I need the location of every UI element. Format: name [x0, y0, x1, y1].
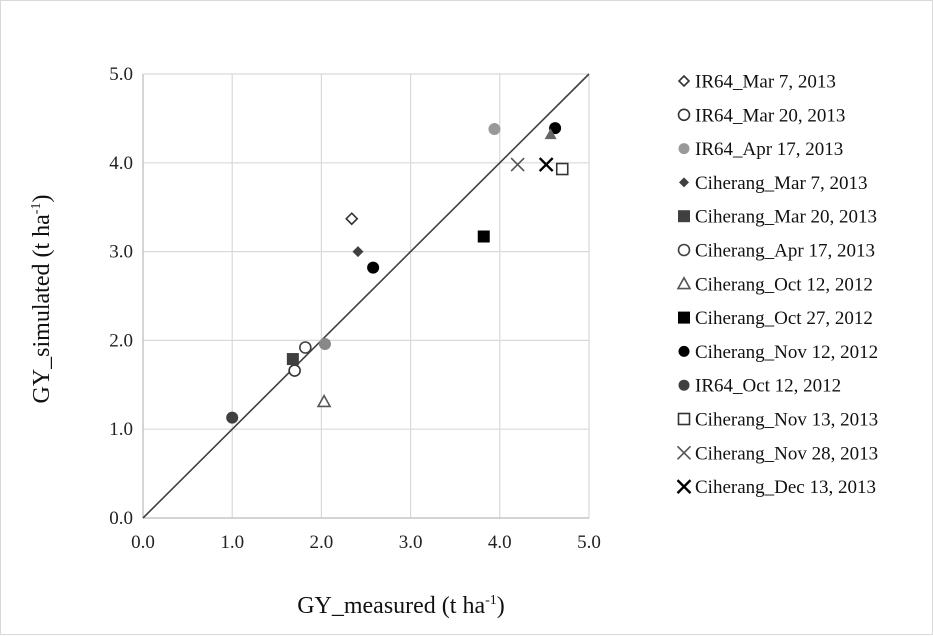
legend-label: IR64_Mar 7, 2013: [695, 72, 836, 93]
legend-item: IR64_Mar 20, 2013: [677, 105, 845, 126]
axes: [142, 74, 589, 519]
data-point: [510, 157, 525, 172]
data-points: [226, 122, 569, 424]
grid-lines: [142, 73, 590, 519]
legend-item: Ciherang_Apr 17, 2013: [677, 241, 875, 262]
data-point: [488, 123, 501, 136]
y-tick-label: 1.0: [109, 419, 133, 440]
data-point: [544, 128, 557, 140]
y-tick-label: 2.0: [109, 330, 133, 351]
data-point: [555, 162, 569, 176]
data-point: [299, 341, 312, 354]
legend-item: Ciherang_Oct 12, 2012: [676, 274, 873, 295]
y-tick-label: 4.0: [109, 153, 133, 174]
y-tick-label: 5.0: [109, 64, 133, 85]
x-tick-label: 0.0: [131, 532, 155, 553]
legend-label: Ciherang_Dec 13, 2013: [695, 477, 876, 498]
legend-marker: [679, 177, 689, 188]
x-tick-labels: 0.0 1.0 2.0 3.0 4.0 5.0: [131, 532, 601, 553]
data-point: [538, 157, 554, 172]
data-point: [352, 246, 364, 258]
data-point: [286, 353, 299, 366]
y-tick-label: 0.0: [109, 508, 133, 529]
legend-marker: [678, 210, 690, 223]
reference-line: [142, 73, 590, 519]
legend: IR64_Mar 7, 2013 IR64_Mar 20, 2013 IR64_Ap…: [676, 72, 878, 498]
data-point: [345, 212, 359, 226]
legend-marker: [676, 479, 692, 494]
legend-label: Ciherang_Mar 7, 2013: [695, 173, 868, 194]
legend-label: Ciherang_Apr 17, 2013: [695, 241, 875, 262]
legend-marker: [677, 412, 691, 426]
legend-item: Ciherang_Mar 20, 2013: [678, 207, 877, 228]
legend-label: Ciherang_Nov 12, 2012: [695, 342, 878, 363]
legend-item: IR64_Oct 12, 2012: [678, 376, 841, 397]
legend-label: IR64_Mar 20, 2013: [695, 105, 845, 126]
x-tick-label: 2.0: [310, 532, 334, 553]
one-to-one-line: [142, 73, 590, 519]
legend-marker: [676, 276, 692, 290]
data-point: [226, 411, 239, 424]
legend-marker: [677, 243, 691, 257]
legend-label: Ciherang_Nov 13, 2013: [695, 410, 878, 431]
legend-label: Ciherang_Oct 27, 2012: [695, 308, 873, 329]
legend-item: Ciherang_Mar 7, 2013: [679, 173, 868, 194]
legend-marker: [678, 345, 690, 357]
data-point: [288, 364, 301, 377]
y-tick-labels: 0.0 1.0 2.0 3.0 4.0 5.0: [109, 64, 133, 529]
legend-label: Ciherang_Mar 20, 2013: [695, 207, 877, 228]
legend-item: IR64_Apr 17, 2013: [678, 139, 843, 160]
legend-item: Ciherang_Nov 13, 2013: [677, 410, 878, 431]
legend-item: Ciherang_Nov 28, 2013: [676, 443, 878, 464]
data-point: [316, 394, 332, 408]
legend-marker: [676, 445, 692, 460]
x-axis-label: GY_measured (t ha-1): [297, 593, 505, 619]
legend-marker: [678, 143, 690, 155]
legend-item: Ciherang_Oct 27, 2012: [678, 308, 873, 329]
legend-item: Ciherang_Nov 12, 2012: [678, 342, 878, 363]
legend-marker: [678, 379, 690, 391]
x-tick-label: 3.0: [399, 532, 423, 553]
legend-marker: [677, 108, 691, 122]
y-axis-label: GY_simulated (t ha-1): [29, 195, 55, 404]
y-tick-label: 3.0: [109, 242, 133, 263]
legend-label: Ciherang_Nov 28, 2013: [695, 443, 878, 464]
x-tick-label: 1.0: [220, 532, 244, 553]
data-point: [477, 230, 490, 243]
legend-item: Ciherang_Dec 13, 2013: [676, 477, 876, 498]
x-tick-label: 5.0: [577, 532, 601, 553]
legend-label: IR64_Apr 17, 2013: [695, 139, 843, 160]
legend-marker: [678, 311, 690, 324]
legend-item: IR64_Mar 7, 2013: [677, 72, 836, 93]
x-tick-label: 4.0: [488, 532, 512, 553]
data-point: [367, 261, 380, 274]
legend-marker: [677, 74, 691, 88]
legend-label: IR64_Oct 12, 2012: [695, 376, 841, 397]
legend-label: Ciherang_Oct 12, 2012: [695, 274, 873, 295]
data-point: [318, 337, 331, 350]
